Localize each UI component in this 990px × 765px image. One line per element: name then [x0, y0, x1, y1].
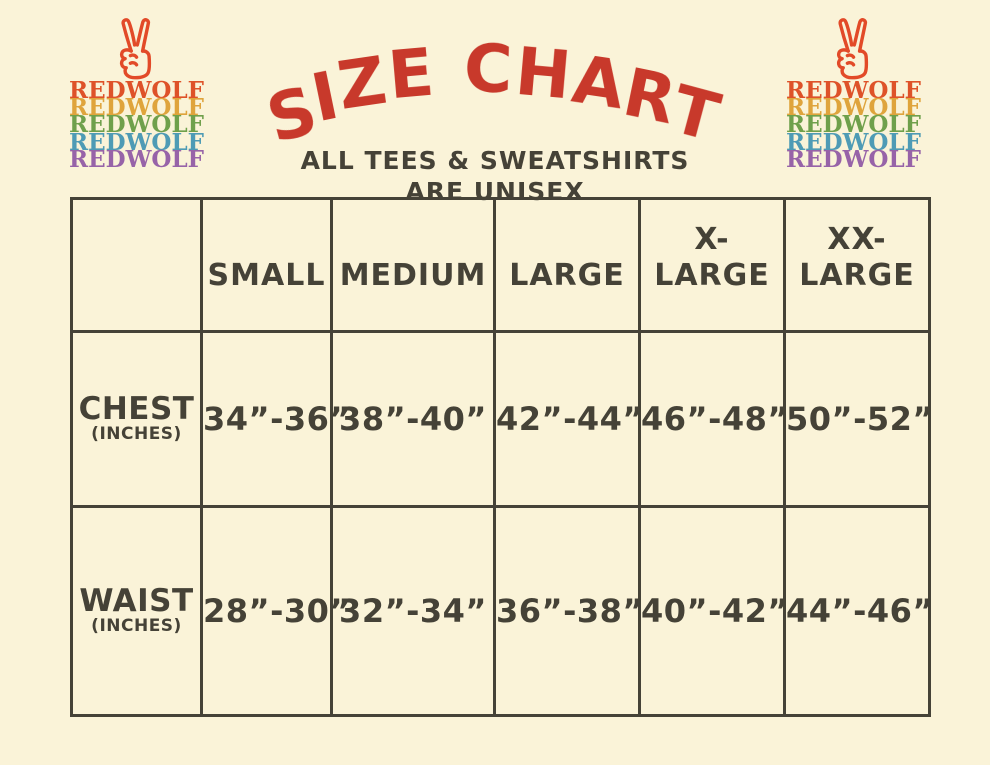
- redwolf-logo-right: REDWOLF REDWOLF REDWOLF REDWOLF REDWOLF: [786, 16, 921, 173]
- logo-word: REDWOLF: [786, 111, 921, 139]
- chest-row-label: CHEST (INCHES): [70, 330, 203, 508]
- chest-label: CHEST: [78, 391, 195, 428]
- logo-word: REDWOLF: [69, 111, 204, 139]
- logo-word: REDWOLF: [69, 145, 204, 173]
- redwolf-logo-left: REDWOLF REDWOLF REDWOLF REDWOLF REDWOLF: [69, 16, 204, 173]
- chest-value-medium: 38”-40”: [330, 330, 496, 508]
- logo-word: REDWOLF: [786, 128, 921, 156]
- waist-label: WAIST: [79, 583, 194, 620]
- logo-word: REDWOLF: [69, 94, 204, 122]
- header-cell-xx-large: XX-LARGE: [783, 197, 931, 333]
- waist-value-medium: 32”-34”: [330, 505, 496, 717]
- logo-word: REDWOLF: [786, 94, 921, 122]
- waist-unit: (INCHES): [91, 616, 182, 637]
- logo-word: REDWOLF: [69, 128, 204, 156]
- waist-value-xx-large: 44”-46”: [783, 505, 933, 717]
- logo-word: REDWOLF: [69, 77, 204, 104]
- logo-word: REDWOLF: [786, 145, 921, 173]
- waist-value-x-large: 40”-42”: [638, 505, 788, 717]
- peace-hand-icon: [836, 18, 869, 80]
- subtitle-line-1: ALL TEES & SWEATSHIRTS: [300, 146, 690, 175]
- header-cell-large: LARGE: [493, 197, 641, 333]
- waist-value-small: 28”-30”: [200, 505, 350, 717]
- waist-row: WAIST (INCHES) 28”-30” 32”-34” 36”-38” 4…: [70, 505, 933, 717]
- waist-row-label: WAIST (INCHES): [70, 505, 203, 717]
- chest-value-xx-large: 50”-52”: [783, 330, 933, 508]
- chest-value-large: 42”-44”: [493, 330, 643, 508]
- logo-word: REDWOLF: [786, 77, 921, 104]
- chest-row: CHEST (INCHES) 34”-36” 38”-40” 42”-44” 4…: [70, 330, 933, 508]
- header-cell-medium: MEDIUM: [330, 197, 496, 333]
- peace-hand-icon: [119, 18, 152, 80]
- waist-value-large: 36”-38”: [493, 505, 643, 717]
- chest-value-x-large: 46”-48”: [638, 330, 788, 508]
- chest-value-small: 34”-36”: [200, 330, 350, 508]
- header-cell-blank: [70, 197, 203, 333]
- size-chart-title: SIZE CHART: [258, 29, 732, 159]
- size-table: SMALL MEDIUM LARGE X-LARGE XX-LARGE CHES…: [70, 197, 933, 717]
- size-table-header-row: SMALL MEDIUM LARGE X-LARGE XX-LARGE: [70, 197, 931, 333]
- chest-unit: (INCHES): [91, 424, 182, 445]
- header-cell-small: SMALL: [200, 197, 333, 333]
- header-cell-x-large: X-LARGE: [638, 197, 786, 333]
